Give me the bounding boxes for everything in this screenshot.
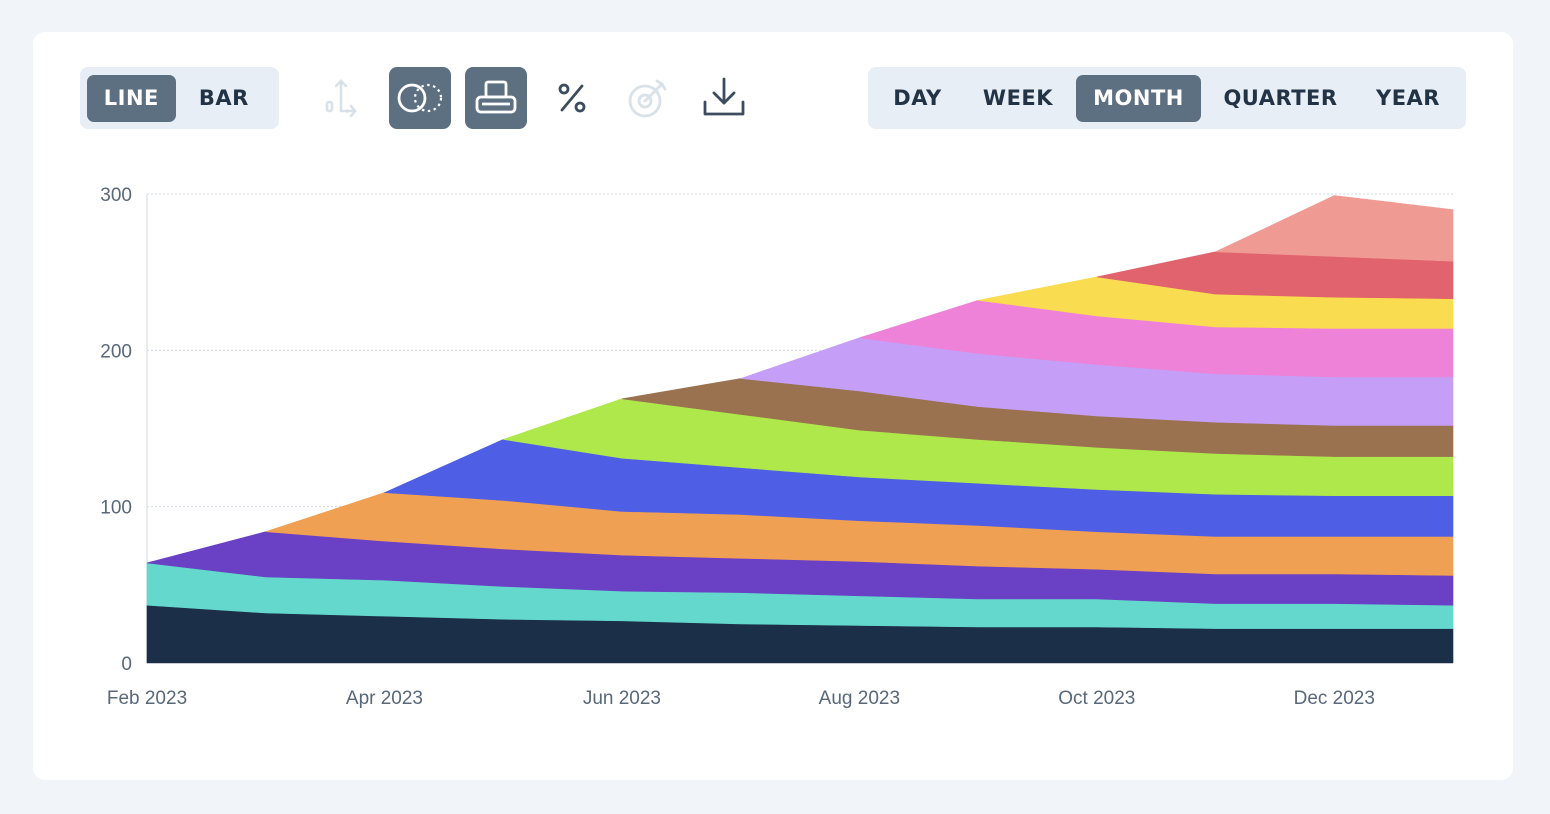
x-tick-label: Oct 2023 [1058,688,1135,709]
area-series-12 [1215,195,1454,262]
year-button[interactable]: YEAR [1376,86,1440,110]
y-tick-label: 0 [121,654,132,675]
stack-toggle[interactable] [465,67,527,129]
bar-button[interactable]: BAR [198,86,249,110]
target-toggle[interactable] [617,67,679,129]
percent-icon [558,83,586,113]
x-tick-label: Jun 2023 [583,688,661,709]
overlap-circles-icon [397,83,443,113]
y-tick-label: 100 [100,498,132,519]
x-tick-label: Apr 2023 [346,688,423,709]
axis-scatter-toggle[interactable] [313,67,375,129]
quarter-button[interactable]: QUARTER [1223,86,1338,110]
period-toggle: DAY WEEK MONTH QUARTER YEAR [868,67,1466,129]
x-tick-label: Dec 2023 [1294,688,1375,709]
percent-toggle[interactable] [541,67,603,129]
line-button[interactable]: LINE [87,74,176,122]
x-tick-label: Feb 2023 [107,688,187,709]
x-tick-label: Aug 2023 [819,688,900,709]
day-button[interactable]: DAY [893,86,942,110]
download-icon [703,77,745,116]
target-dart-icon [628,79,667,118]
stack-tray-icon [475,80,517,114]
week-button[interactable]: WEEK [982,86,1054,110]
axis-scatter-icon [325,79,357,118]
download-button[interactable] [693,67,755,129]
y-tick-label: 300 [100,185,132,206]
chart-type-toggle: LINE BAR [80,67,279,129]
month-button[interactable]: MONTH [1076,74,1201,122]
overlap-toggle[interactable] [389,67,451,129]
y-tick-label: 200 [100,341,132,362]
